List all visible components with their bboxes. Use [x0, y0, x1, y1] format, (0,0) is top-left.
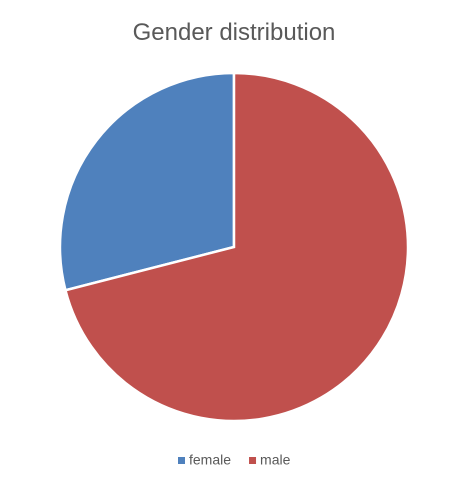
chart-title: Gender distribution — [133, 19, 336, 46]
legend-swatch — [178, 457, 185, 464]
legend-swatch — [249, 457, 257, 464]
pie-slice — [63, 71, 410, 423]
pie-slice — [58, 71, 236, 292]
legend-label: female — [189, 452, 231, 468]
legend-label: male — [260, 452, 291, 468]
